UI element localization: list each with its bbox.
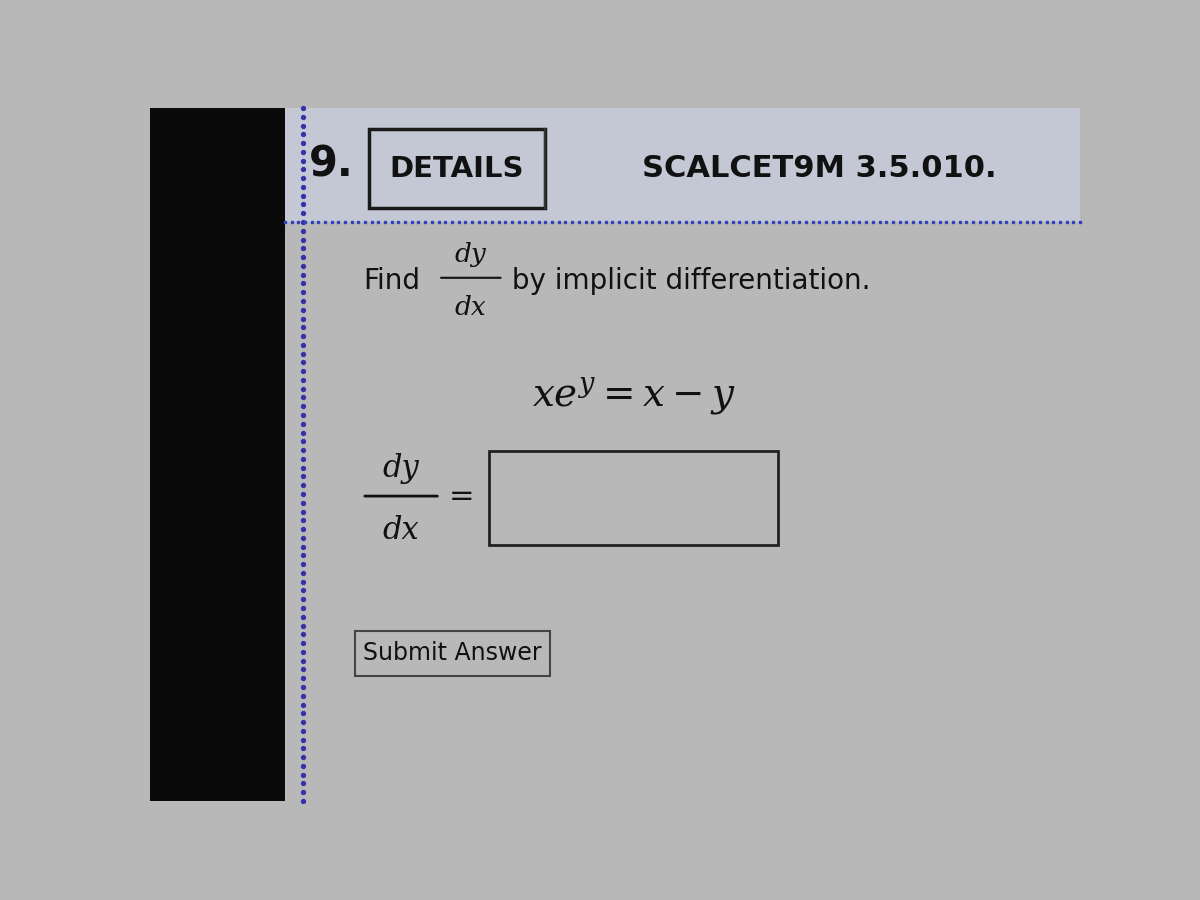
Text: dy: dy <box>455 242 487 267</box>
Bar <box>490 451 778 544</box>
FancyBboxPatch shape <box>368 129 545 209</box>
Text: dx: dx <box>455 295 487 320</box>
Text: Find: Find <box>364 267 420 295</box>
Text: 9.: 9. <box>308 144 354 185</box>
Text: DETAILS: DETAILS <box>390 155 524 183</box>
Bar <box>284 108 1080 222</box>
Bar <box>355 631 550 676</box>
Text: SCALCET9M 3.5.010.: SCALCET9M 3.5.010. <box>642 155 997 184</box>
Bar <box>150 108 284 801</box>
Text: =: = <box>449 482 474 510</box>
Text: by implicit differentiation.: by implicit differentiation. <box>504 267 871 295</box>
Text: Submit Answer: Submit Answer <box>362 642 541 665</box>
Bar <box>284 222 1080 801</box>
Text: dx: dx <box>383 515 420 546</box>
Text: dy: dy <box>383 453 420 484</box>
Text: $xe^y = x - y$: $xe^y = x - y$ <box>532 374 736 417</box>
